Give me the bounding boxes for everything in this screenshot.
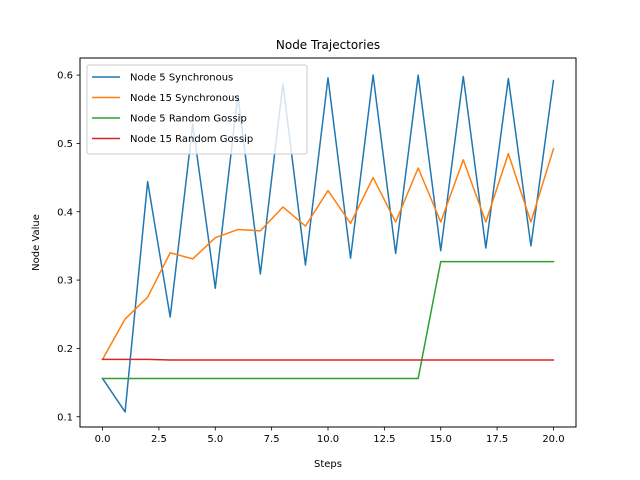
legend-label: Node 5 Synchronous	[130, 73, 233, 84]
legend-box	[86, 64, 308, 155]
legend: Node 5 Synchronous Node 15 Synchronous Nod…	[86, 64, 308, 155]
series-line-4	[101, 358, 555, 361]
legend-label: Node 5 Random Gossip	[130, 114, 247, 125]
y-tick-label: 0.6	[57, 71, 73, 82]
y-tick-label: 0.5	[57, 139, 73, 150]
series-line-2	[101, 147, 555, 361]
y-tick-label: 0.1	[57, 412, 73, 423]
x-tick-label: 7.5	[264, 434, 280, 445]
x-tick-label: 15.0	[430, 434, 452, 445]
x-tick-label: 5.0	[207, 434, 223, 445]
series-line-3	[101, 260, 555, 380]
x-tick-label: 2.5	[151, 434, 167, 445]
series-layer	[101, 74, 555, 413]
x-axis-label: Steps	[314, 459, 342, 470]
y-tick-label: 0.2	[57, 344, 73, 355]
x-tick-label: 20.0	[542, 434, 564, 445]
x-tick-label: 17.5	[486, 434, 508, 445]
y-axis-label: Node Value	[31, 214, 42, 271]
x-axis: 0.0 2.5 5.0 7.5 10.0 12.5 15.0 17.5 20.0	[95, 427, 565, 445]
y-tick-label: 0.3	[57, 276, 73, 287]
y-tick-label: 0.4	[57, 207, 73, 218]
x-tick-label: 10.0	[317, 434, 339, 445]
x-tick-label: 12.5	[373, 434, 395, 445]
x-tick-label: 0.0	[95, 434, 111, 445]
y-axis: 0.1 0.2 0.3 0.4 0.5 0.6	[57, 71, 80, 423]
legend-label: Node 15 Random Gossip	[130, 134, 253, 145]
series-line-1	[101, 74, 555, 413]
chart-title: Node Trajectories	[276, 38, 380, 52]
legend-label: Node 15 Synchronous	[130, 93, 240, 104]
